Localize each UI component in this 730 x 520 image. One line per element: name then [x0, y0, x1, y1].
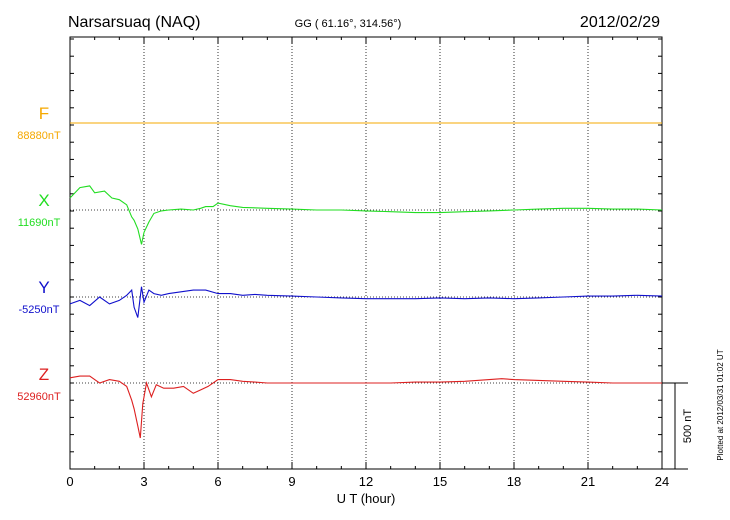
scale-bar-label: 500 nT: [682, 409, 694, 444]
station-title: Narsarsuaq (NAQ): [68, 14, 200, 31]
x-tick-label: 12: [359, 474, 373, 489]
component-base-y: -5250nT: [19, 304, 60, 316]
component-base-z: 52960nT: [17, 391, 61, 403]
x-axis-label: U T (hour): [337, 491, 396, 506]
x-tick-label: 3: [140, 474, 147, 489]
series-lines: [69, 122, 663, 439]
x-tick-label: 24: [655, 474, 669, 489]
component-name-x: X: [38, 191, 49, 210]
component-labels: F 88880nT X 11690nT Y -5250nT Z 52960nT: [17, 104, 61, 403]
component-name-f: F: [39, 104, 49, 123]
plotted-timestamp: Plotted at 2012/03/31 01:02 UT: [716, 349, 725, 460]
x-tick-label: 6: [214, 474, 221, 489]
component-base-f: 88880nT: [17, 130, 61, 142]
series-line-y: [69, 286, 663, 318]
plot-date: 2012/02/29: [580, 14, 660, 31]
grid-lines: [143, 37, 589, 469]
axis-ticks: 0 3 6 9 12 15 18 21 24: [66, 37, 669, 489]
x-tick-label: 15: [433, 474, 447, 489]
x-tick-label: 18: [507, 474, 521, 489]
station-coordinates: GG ( 61.16°, 314.56°): [295, 18, 402, 30]
component-name-y: Y: [38, 278, 49, 297]
x-tick-label: 0: [66, 474, 73, 489]
component-name-z: Z: [39, 365, 49, 384]
x-tick-label: 9: [288, 474, 295, 489]
component-base-x: 11690nT: [18, 217, 61, 229]
series-line-z: [69, 375, 662, 439]
x-tick-label: 21: [581, 474, 595, 489]
series-line-x: [69, 185, 663, 245]
scale-bar: 500 nT: [662, 382, 694, 470]
